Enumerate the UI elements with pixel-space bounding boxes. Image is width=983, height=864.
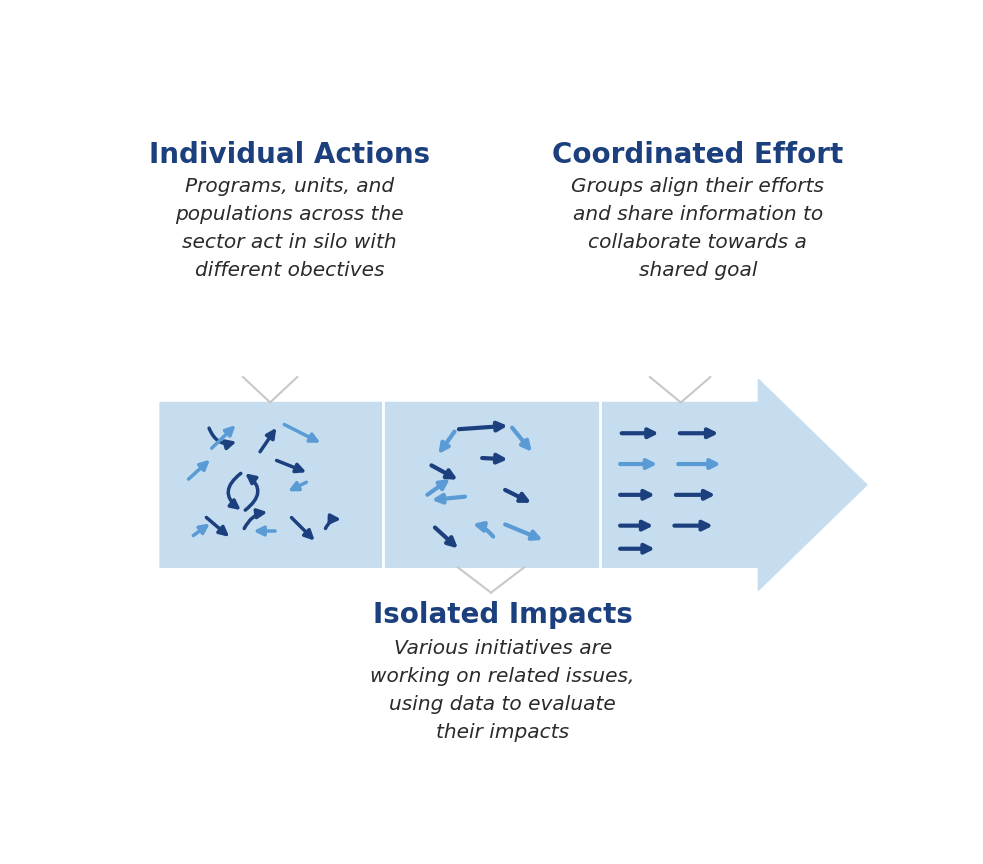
Text: Programs, units, and
populations across the
sector act in silo with
different ob: Programs, units, and populations across … xyxy=(175,177,404,280)
Text: Coordinated Effort: Coordinated Effort xyxy=(552,141,843,168)
Polygon shape xyxy=(160,379,867,590)
Text: Groups align their efforts
and share information to
collaborate towards a
shared: Groups align their efforts and share inf… xyxy=(571,177,825,280)
Text: Isolated Impacts: Isolated Impacts xyxy=(373,601,633,629)
Text: Various initiatives are
working on related issues,
using data to evaluate
their : Various initiatives are working on relat… xyxy=(371,638,635,742)
Text: Individual Actions: Individual Actions xyxy=(149,141,431,168)
